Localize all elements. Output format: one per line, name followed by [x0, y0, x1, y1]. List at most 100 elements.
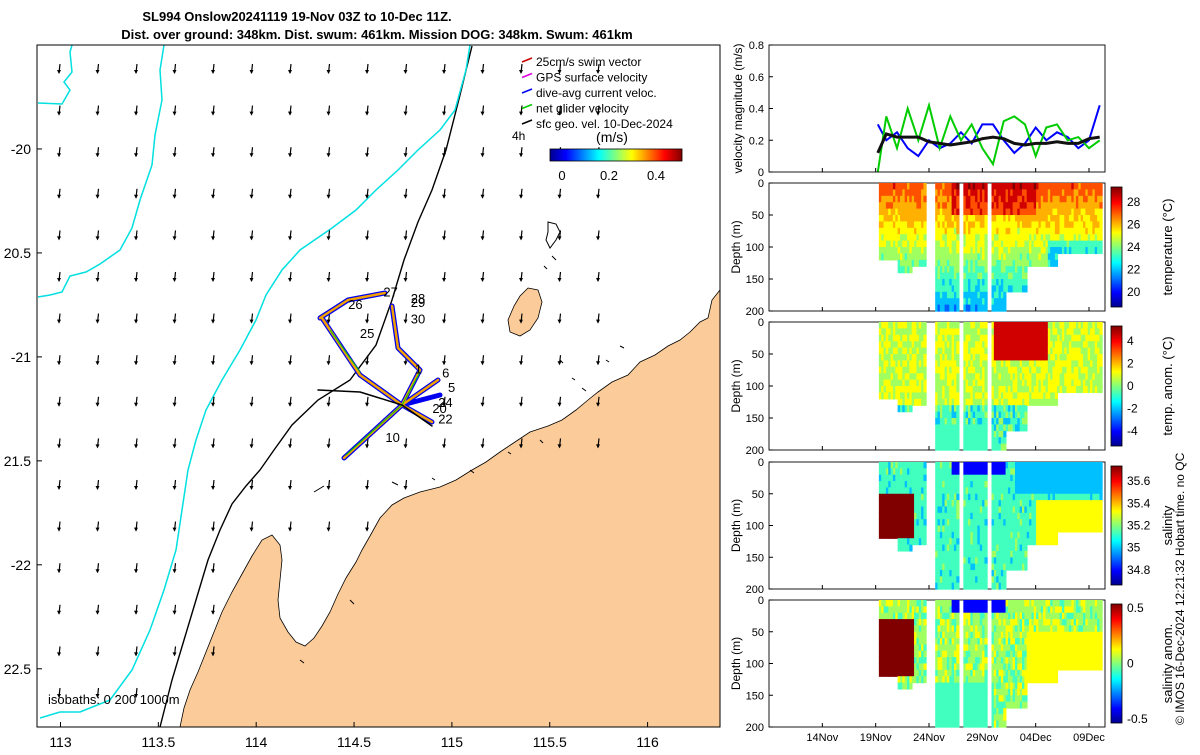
map-x-tick-label: 115	[441, 734, 464, 750]
section-colorbar-label: temperature (°C)	[1160, 199, 1175, 296]
section-colorbar-tick: 34.8	[1127, 563, 1151, 577]
track-label: 30	[411, 312, 425, 327]
map-y-tick-label: -22	[11, 557, 31, 573]
legend-label: 25cm/s swim vector	[536, 55, 641, 69]
section-colorbar-tick: 26	[1127, 218, 1141, 232]
map-x-tick-label: 116	[636, 734, 659, 750]
depth-tick-label: 150	[746, 413, 764, 425]
depth-tick-label: 0	[758, 595, 764, 607]
section-colorbar-tick: 35.4	[1127, 496, 1151, 510]
track-label: 1	[415, 362, 422, 377]
map-x-tick-label: 113	[49, 734, 72, 750]
map-y-tick-label: 21.5	[4, 453, 31, 469]
depth-tick-label: 50	[752, 349, 764, 361]
figure-title-line1: SL994 Onslow20241119 19-Nov 03Z to 10-De…	[142, 9, 451, 24]
velocity-ylabel: velocity magnitude (m/s)	[731, 43, 745, 173]
velocity-y-tick-label: 0.6	[749, 72, 764, 84]
time-axis-label: 19Nov	[860, 732, 892, 744]
section-colorbar-tick: 35.2	[1127, 519, 1151, 533]
speed-colorbar-tick: 0	[558, 168, 565, 183]
depth-tick-label: 0	[758, 457, 764, 469]
map-x-tick-label: 114.5	[337, 734, 371, 750]
track-label: 5	[448, 380, 455, 395]
depth-tick-label: 100	[746, 381, 764, 393]
track-label: 10	[385, 430, 399, 445]
track-label: 6	[442, 366, 449, 381]
section-colorbar-tick: 0	[1127, 379, 1134, 393]
section-colorbar	[1111, 466, 1122, 585]
track-label: 22	[438, 411, 452, 426]
speed-colorbar-tick: 0.2	[600, 168, 618, 183]
section-colorbar	[1111, 604, 1122, 723]
map-x-tick-label: 115.5	[533, 734, 567, 750]
velocity-y-tick-label: 0.2	[749, 135, 764, 147]
legend-time-note: 4h	[512, 129, 525, 143]
speed-colorbar-tick: 0.4	[647, 168, 665, 183]
map-x-tick-label: 113.5	[141, 734, 175, 750]
depth-ylabel: Depth (m)	[729, 499, 743, 552]
legend-label: net glider velocity	[536, 102, 629, 116]
track-label: 29	[411, 295, 425, 310]
depth-ylabel: Depth (m)	[729, 359, 743, 412]
depth-tick-label: 150	[746, 690, 764, 702]
section-colorbar-tick: 35	[1127, 541, 1141, 555]
figure-title-line2: Dist. over ground: 348km. Dist. swum: 46…	[121, 27, 633, 42]
map-y-tick-label: 20.5	[4, 245, 31, 261]
depth-tick-label: 0	[758, 178, 764, 190]
depth-tick-label: 150	[746, 274, 764, 286]
legend-label: GPS surface velocity	[536, 71, 647, 85]
speed-colorbar-bar	[550, 149, 682, 161]
map-y-tick-label: -21	[11, 349, 31, 365]
depth-ylabel: Depth (m)	[729, 637, 743, 690]
depth-tick-label: 100	[746, 659, 764, 671]
speed-colorbar-title: (m/s)	[596, 129, 628, 145]
section-colorbar-tick: -4	[1127, 424, 1138, 438]
depth-tick-label: 100	[746, 521, 764, 533]
credit-text: © IMOS 16-Dec-2024 12:21:32 Hobart time.…	[1173, 452, 1187, 725]
depth-ylabel: Depth (m)	[729, 220, 743, 273]
depth-tick-label: 0	[758, 317, 764, 329]
section-colorbar-tick: -2	[1127, 401, 1138, 415]
section-colorbar-tick: 4	[1127, 334, 1134, 348]
time-axis-label: 24Nov	[913, 732, 945, 744]
map-y-tick-label: -20	[11, 141, 31, 157]
track-label: 25	[360, 326, 374, 341]
section-colorbar-tick: -0.5	[1127, 712, 1148, 726]
time-axis-label: 14Nov	[806, 732, 838, 744]
depth-tick-label: 50	[752, 627, 764, 639]
time-axis-label: 04Dec	[1020, 732, 1052, 744]
isobath-note: isobaths: 0 200 1000m	[48, 692, 180, 707]
track-label: 24	[438, 395, 452, 410]
track-label: 26	[348, 297, 362, 312]
section-colorbar-tick: 35.6	[1127, 474, 1151, 488]
section-colorbar-tick: 20	[1127, 285, 1141, 299]
depth-tick-label: 50	[752, 489, 764, 501]
track-label: 27	[383, 285, 397, 300]
section-colorbar-tick: 0	[1127, 657, 1134, 671]
section-colorbar-tick: 0.5	[1127, 601, 1144, 615]
time-axis-label: 29Nov	[966, 732, 998, 744]
section-colorbar-tick: 24	[1127, 240, 1141, 254]
velocity-y-tick-label: 0.4	[749, 104, 764, 116]
section-colorbar-label: temp. anom. (°C)	[1160, 336, 1175, 435]
section-colorbar-tick: 22	[1127, 262, 1141, 276]
panel-background	[769, 45, 1105, 172]
depth-tick-label: 200	[746, 445, 764, 457]
map-y-tick-label: 22.5	[4, 661, 31, 677]
section-colorbar-tick: 28	[1127, 195, 1141, 209]
depth-tick-label: 50	[752, 210, 764, 222]
legend-label: dive-avg current veloc.	[536, 86, 657, 100]
velocity-y-tick-label: 0.8	[749, 40, 764, 52]
time-series-panels: 0 0.2 0.4 0.6 0.8 velocity magnitude (m/s) 0 50…	[729, 40, 1175, 744]
map-y-axis: -20 20.5 -21 21.5 -22 22.5	[4, 141, 42, 677]
depth-tick-label: 150	[746, 552, 764, 564]
section-colorbar	[1111, 187, 1122, 307]
section-colorbar	[1111, 326, 1122, 446]
map-x-tick-label: 114	[245, 734, 268, 750]
section-colorbar-tick: 2	[1127, 357, 1134, 371]
depth-tick-label: 100	[746, 242, 764, 254]
